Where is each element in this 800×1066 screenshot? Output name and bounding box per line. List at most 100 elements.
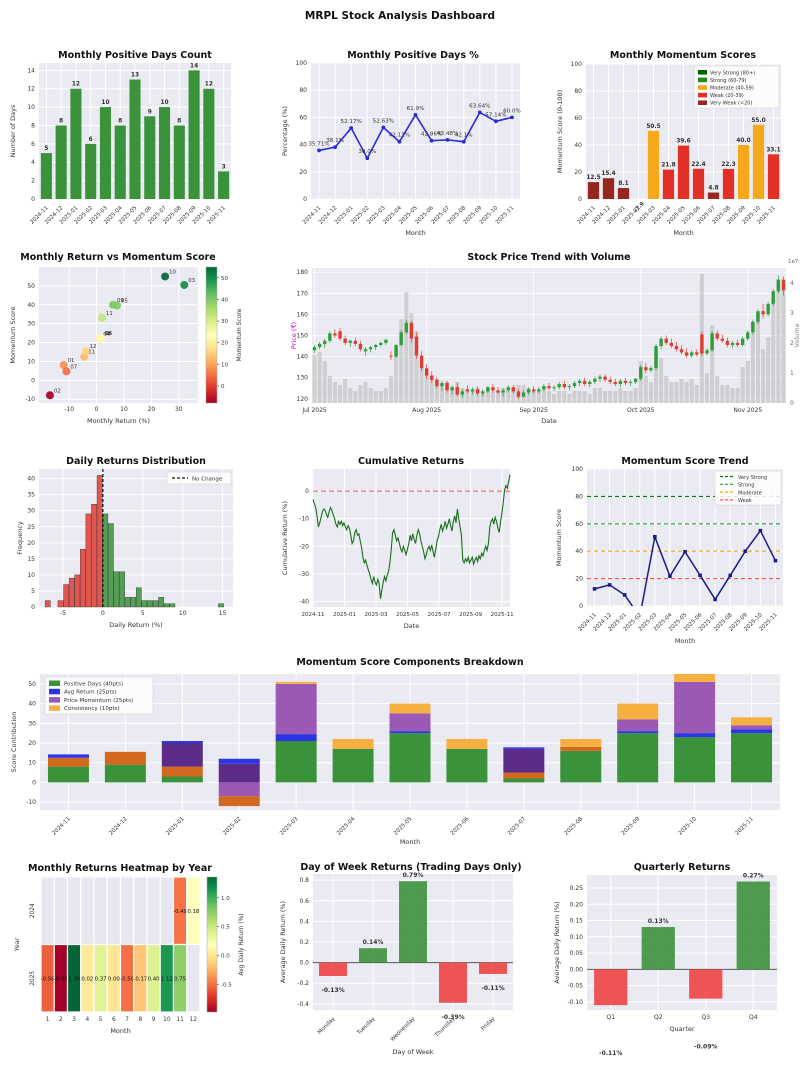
svg-text:No Change: No Change	[192, 476, 223, 482]
svg-text:2: 2	[790, 340, 794, 347]
svg-text:4: 4	[86, 1017, 90, 1023]
svg-text:-0.17: -0.17	[133, 976, 147, 982]
svg-text:-0.09%: -0.09%	[694, 1044, 717, 1051]
chart-monthly-momentum-scores: Monthly Momentum Scores 12.5 15.4 8.1 -7.9 5…	[535, 40, 800, 240]
svg-text:5: 5	[31, 588, 35, 595]
svg-text:Weak (20-39): Weak (20-39)	[710, 93, 744, 99]
svg-text:80: 80	[299, 87, 307, 94]
svg-text:-20: -20	[299, 543, 309, 550]
chart-title: Momentum Score Components Breakdown	[296, 657, 524, 668]
svg-text:10: 10	[163, 1017, 171, 1023]
svg-text:-0.50: -0.50	[120, 976, 135, 982]
dow-returns-canvas: -0.13% 0.14% 0.79% -0.39% -0.11% -0.4 -0.2 0.0 0…	[279, 872, 513, 1056]
svg-text:2025-05: 2025-05	[393, 816, 414, 837]
svg-text:57.14%: 57.14%	[485, 112, 506, 118]
svg-text:Average Daily Return (%): Average Daily Return (%)	[279, 901, 287, 983]
svg-text:Price Momentum (25pts): Price Momentum (25pts)	[64, 698, 133, 704]
svg-text:6: 6	[112, 1017, 116, 1023]
svg-text:20: 20	[27, 540, 35, 547]
svg-text:-30: -30	[299, 571, 309, 578]
svg-text:60: 60	[299, 114, 307, 121]
svg-text:Monthly Return (%): Monthly Return (%)	[87, 417, 150, 425]
svg-text:20: 20	[299, 169, 307, 176]
svg-text:Positive Days (40pts): Positive Days (40pts)	[64, 681, 123, 687]
svg-text:-10: -10	[64, 406, 74, 413]
svg-text:Score Contribution: Score Contribution	[10, 712, 18, 773]
svg-text:Consistency (10pts): Consistency (10pts)	[64, 706, 120, 712]
svg-text:15: 15	[27, 556, 35, 563]
svg-text:0: 0	[578, 196, 582, 203]
svg-text:1e7: 1e7	[788, 259, 799, 265]
svg-text:11: 11	[106, 311, 113, 317]
svg-text:0.02: 0.02	[81, 976, 93, 982]
svg-text:61.9%: 61.9%	[407, 106, 425, 112]
svg-text:2024-12: 2024-12	[108, 816, 128, 836]
svg-text:4: 4	[790, 280, 794, 287]
svg-text:1: 1	[790, 370, 794, 377]
chart-title: Quarterly Returns	[633, 862, 731, 873]
chart-title: Monthly Return vs Momentum Score	[20, 252, 216, 263]
svg-text:50.5: 50.5	[646, 124, 660, 130]
svg-text:60: 60	[574, 115, 582, 122]
svg-text:2025-09: 2025-09	[459, 612, 482, 618]
svg-text:0.2: 0.2	[299, 939, 309, 946]
svg-text:-0.5: -0.5	[221, 982, 232, 988]
svg-text:-0.2: -0.2	[297, 980, 309, 987]
svg-text:0.5: 0.5	[221, 925, 230, 931]
svg-text:0.18: 0.18	[187, 909, 200, 915]
svg-text:0.40: 0.40	[148, 976, 161, 982]
svg-text:0: 0	[305, 488, 309, 495]
svg-text:8: 8	[139, 1017, 143, 1023]
chart-components-breakdown: Momentum Score Components Breakdown -10 0…	[0, 652, 800, 846]
svg-text:07: 07	[70, 364, 77, 370]
chart-title: Monthly Returns Heatmap by Year	[28, 863, 212, 874]
svg-text:33.1: 33.1	[766, 147, 780, 153]
svg-text:0.79%: 0.79%	[403, 872, 424, 879]
svg-text:52.17%: 52.17%	[341, 119, 362, 125]
svg-text:0.00: 0.00	[108, 976, 121, 982]
svg-text:Q2: Q2	[654, 1014, 663, 1021]
svg-text:Friday: Friday	[480, 1016, 497, 1033]
svg-text:0.15: 0.15	[570, 918, 584, 925]
chart-cumulative-returns: Cumulative Returns -40 -30 -20 -10 0 2024-11 2…	[270, 445, 534, 650]
svg-text:2025-11: 2025-11	[491, 612, 514, 618]
svg-text:1: 1	[46, 1017, 50, 1023]
chart-returns-distribution: Daily Returns Distribution 0 5 10 15 20 25 30 3…	[0, 445, 264, 650]
svg-text:30: 30	[28, 720, 36, 727]
monthly-heatmap-canvas: -0.49 0.18-0.56 -0.98 1.36 0.02 0.37 0.00 -0.50…	[13, 876, 245, 1035]
svg-text:Month: Month	[400, 838, 420, 846]
svg-text:42.1%: 42.1%	[455, 133, 473, 139]
svg-text:Sep 2025: Sep 2025	[519, 407, 548, 414]
svg-text:80: 80	[574, 88, 582, 95]
svg-text:12: 12	[90, 344, 97, 350]
svg-text:-10: -10	[25, 396, 35, 403]
svg-text:22.3: 22.3	[721, 162, 735, 168]
cumulative-returns-canvas: -40 -30 -20 -10 0 2024-11 2025-01 2025-03 2025-0…	[281, 469, 514, 630]
svg-text:2025-09: 2025-09	[621, 816, 642, 837]
svg-text:12.5: 12.5	[586, 175, 600, 181]
svg-text:40: 40	[27, 476, 35, 483]
svg-text:-0.13%: -0.13%	[321, 987, 344, 994]
svg-text:Year: Year	[13, 937, 21, 952]
svg-text:10: 10	[27, 358, 35, 365]
svg-text:Tuesday: Tuesday	[356, 1016, 377, 1037]
chart-monthly-positive-days-count: Monthly Positive Days Count 5 8 12 6 10 8 13 9 1…	[0, 40, 264, 240]
svg-text:Strong: Strong	[738, 483, 754, 489]
chart-title: Monthly Positive Days Count	[58, 50, 212, 61]
svg-text:-0.11%: -0.11%	[481, 985, 504, 992]
chart-title: Day of Week Returns (Trading Days Only)	[300, 862, 522, 873]
svg-text:0: 0	[221, 384, 225, 390]
svg-text:04: 04	[103, 332, 110, 338]
svg-text:2: 2	[31, 178, 35, 185]
svg-text:7: 7	[125, 1017, 129, 1023]
chart-monthly-heatmap: Monthly Returns Heatmap by Year -0.49 0.1…	[0, 852, 264, 1066]
svg-text:-10: -10	[299, 516, 309, 523]
svg-text:9: 9	[148, 109, 152, 115]
svg-text:Moderate: Moderate	[738, 490, 762, 496]
svg-text:6: 6	[31, 141, 35, 148]
svg-text:Month: Month	[110, 1027, 130, 1035]
svg-text:2: 2	[59, 1017, 63, 1023]
svg-text:50: 50	[28, 681, 36, 688]
svg-text:2025-07: 2025-07	[428, 612, 451, 618]
svg-text:40: 40	[221, 297, 228, 303]
